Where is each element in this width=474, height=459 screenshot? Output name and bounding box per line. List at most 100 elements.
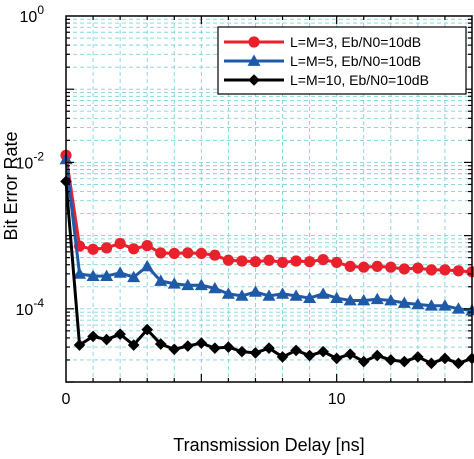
data-point xyxy=(194,278,208,291)
data-point xyxy=(181,278,195,291)
data-point xyxy=(290,344,302,357)
series-line xyxy=(64,181,473,365)
data-point xyxy=(209,249,221,261)
data-point xyxy=(304,256,316,268)
series-2 xyxy=(59,152,474,316)
data-point xyxy=(208,281,222,294)
data-point xyxy=(466,352,474,365)
data-point xyxy=(290,255,302,267)
axis-ticks: 0 10 100 10-2 10-4 xyxy=(16,3,472,408)
data-point xyxy=(397,296,411,308)
data-point xyxy=(249,256,262,268)
data-point xyxy=(100,333,113,346)
data-point xyxy=(466,266,474,278)
data-point xyxy=(114,237,126,250)
legend-marker xyxy=(248,36,260,48)
data-point xyxy=(439,264,451,276)
data-point xyxy=(303,291,317,303)
data-point xyxy=(263,254,275,266)
data-point xyxy=(358,261,370,273)
data-point xyxy=(182,340,194,352)
y-tick-label: 100 xyxy=(20,3,45,26)
legend-marker xyxy=(247,54,261,66)
data-point xyxy=(344,348,356,360)
data-point xyxy=(317,254,329,266)
data-point xyxy=(317,345,329,358)
data-point xyxy=(398,355,411,368)
data-point xyxy=(371,260,383,272)
legend-entry: L=M=3, Eb/N0=10dB xyxy=(224,34,421,50)
data-point xyxy=(452,357,465,370)
data-point xyxy=(221,287,235,299)
data-point xyxy=(128,243,140,255)
data-point xyxy=(100,269,114,281)
data-point xyxy=(412,262,424,274)
data-point xyxy=(87,330,99,343)
data-point xyxy=(398,263,410,275)
legend-marker xyxy=(248,74,260,86)
data-point xyxy=(222,341,235,353)
legend-entry: L=M=10, Eb/N0=10dB xyxy=(224,72,429,88)
legend: L=M=3, Eb/N0=10dB L=M=5, Eb/N0=10dB L=M=10… xyxy=(217,26,467,95)
data-point xyxy=(357,355,370,368)
x-axis-label: Transmission Delay [ns] xyxy=(173,435,364,455)
data-point xyxy=(235,289,249,301)
data-point xyxy=(168,247,180,260)
x-tick-label: 10 xyxy=(328,391,346,408)
data-point xyxy=(425,357,438,370)
series-layer xyxy=(59,149,474,370)
data-point xyxy=(236,255,248,267)
data-point xyxy=(425,264,437,276)
data-point xyxy=(113,266,127,278)
data-point xyxy=(276,287,290,299)
data-point xyxy=(114,328,126,340)
y-tick-label: 10-4 xyxy=(16,296,45,319)
data-point xyxy=(276,256,289,269)
y-axis-label: Bit Error Rate xyxy=(1,131,21,240)
data-point xyxy=(73,339,86,351)
data-point xyxy=(412,351,424,363)
y-tick-label: 10-2 xyxy=(16,149,45,172)
data-point xyxy=(370,292,384,305)
data-point xyxy=(209,342,221,354)
data-point xyxy=(303,349,316,362)
data-point xyxy=(424,299,438,311)
data-point xyxy=(385,354,397,366)
data-point xyxy=(236,345,248,358)
data-point xyxy=(155,247,167,259)
data-point xyxy=(357,293,371,306)
series-1 xyxy=(60,149,474,278)
data-point xyxy=(195,337,208,349)
data-point xyxy=(316,287,330,299)
series-line xyxy=(64,159,473,312)
data-point xyxy=(262,289,276,301)
data-point xyxy=(73,267,87,279)
data-point xyxy=(249,347,262,359)
data-point xyxy=(330,352,343,365)
data-point xyxy=(289,289,303,301)
data-point xyxy=(411,297,425,310)
legend-entry: L=M=5, Eb/N0=10dB xyxy=(224,53,421,69)
data-point xyxy=(195,247,207,260)
data-point xyxy=(167,277,181,289)
data-point xyxy=(127,270,141,283)
legend-label: L=M=5, Eb/N0=10dB xyxy=(290,53,421,69)
data-point xyxy=(168,343,181,356)
x-tick-label: 0 xyxy=(62,391,71,408)
data-point xyxy=(141,323,153,336)
data-point xyxy=(86,269,100,281)
data-point xyxy=(87,243,99,255)
legend-label: L=M=3, Eb/N0=10dB xyxy=(290,34,421,50)
data-point xyxy=(276,351,289,363)
data-point xyxy=(344,260,356,272)
data-point xyxy=(384,293,398,306)
legend-label: L=M=10, Eb/N0=10dB xyxy=(290,72,429,88)
data-point xyxy=(141,240,153,252)
data-point xyxy=(222,254,234,266)
data-point xyxy=(439,352,451,365)
data-point xyxy=(385,261,397,273)
data-point xyxy=(127,339,140,351)
data-point xyxy=(452,265,465,277)
data-point xyxy=(140,259,154,272)
